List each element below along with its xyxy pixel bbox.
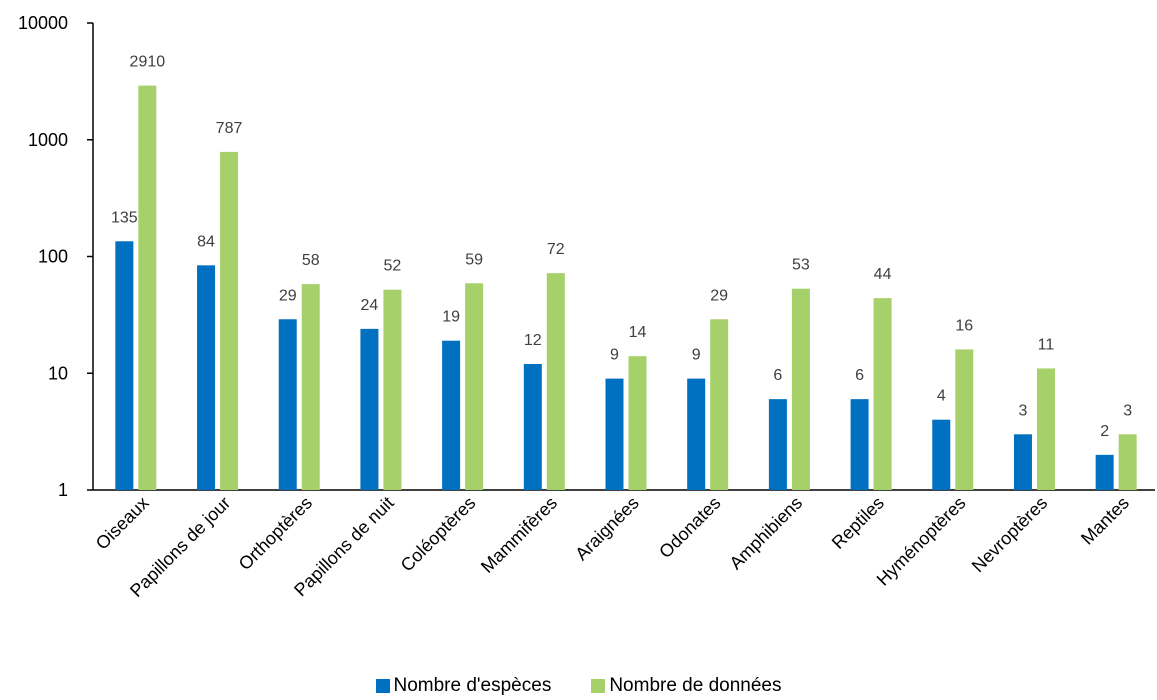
data-label: 52 xyxy=(384,258,402,275)
data-label: 24 xyxy=(361,297,379,314)
bar xyxy=(710,319,729,490)
bar xyxy=(278,319,297,490)
bar xyxy=(1013,434,1032,490)
legend-label-donnees: Nombre de données xyxy=(609,675,782,696)
y-tick-label: 10 xyxy=(48,363,68,383)
bar xyxy=(628,356,647,490)
data-label: 12 xyxy=(524,332,542,349)
x-tick-label: Mammifères xyxy=(477,493,561,577)
data-label: 72 xyxy=(547,241,565,258)
bar xyxy=(768,399,787,490)
data-label: 2 xyxy=(1100,423,1109,440)
data-label: 9 xyxy=(610,347,619,364)
bar xyxy=(850,399,869,490)
data-label: 58 xyxy=(302,252,320,269)
legend-item-especes: Nombre d'espèces xyxy=(375,675,552,697)
x-tick-label: Nevroptères xyxy=(968,493,1051,576)
legend: Nombre d'espèces Nombre de données xyxy=(0,672,1157,700)
legend-swatch-especes xyxy=(375,679,390,693)
bar xyxy=(115,241,134,490)
bar xyxy=(932,419,951,490)
bar xyxy=(138,85,157,491)
bar xyxy=(873,298,892,490)
x-tick-label: Reptiles xyxy=(828,493,888,553)
bar xyxy=(1118,434,1137,490)
legend-label-especes: Nombre d'espèces xyxy=(393,675,552,696)
bar xyxy=(1036,368,1055,490)
bar-chart: 1101001000100001352910Oiseaux84787Papill… xyxy=(18,13,1155,601)
bar xyxy=(523,364,542,490)
y-tick-label: 1 xyxy=(58,480,68,500)
x-tick-label: Coléoptères xyxy=(397,493,480,576)
legend-item-donnees: Nombre de données xyxy=(591,675,782,697)
bar xyxy=(301,284,320,490)
data-label: 9 xyxy=(692,347,701,364)
data-label: 2910 xyxy=(130,54,166,71)
data-label: 3 xyxy=(1123,402,1132,419)
x-tick-label: Araignées xyxy=(571,493,642,564)
data-label: 16 xyxy=(955,317,973,334)
data-label: 4 xyxy=(937,388,946,405)
data-label: 84 xyxy=(197,233,215,250)
bar xyxy=(687,378,706,490)
data-label: 14 xyxy=(629,324,647,341)
legend-swatch-donnees xyxy=(591,679,606,693)
data-label: 29 xyxy=(279,287,297,304)
data-label: 135 xyxy=(111,209,138,226)
data-label: 6 xyxy=(773,367,782,384)
data-label: 53 xyxy=(792,257,810,274)
bar xyxy=(1095,454,1114,490)
bar xyxy=(465,283,484,490)
x-tick-label: Mantes xyxy=(1077,493,1133,549)
data-label: 3 xyxy=(1019,402,1028,419)
data-label: 44 xyxy=(874,266,892,283)
bar xyxy=(383,289,402,490)
data-label: 6 xyxy=(855,367,864,384)
x-tick-label: Amphibiens xyxy=(726,493,807,574)
data-label: 59 xyxy=(465,251,483,268)
bar xyxy=(442,340,461,490)
bar xyxy=(791,288,810,490)
x-tick-label: Odonates xyxy=(655,493,724,562)
bar xyxy=(955,349,974,490)
data-label: 19 xyxy=(442,309,460,326)
bar xyxy=(605,378,624,490)
y-tick-label: 100 xyxy=(38,247,68,267)
bar xyxy=(360,328,379,490)
y-tick-label: 10000 xyxy=(18,13,68,33)
bar xyxy=(197,265,216,490)
x-tick-label: Oiseaux xyxy=(92,493,153,554)
bar xyxy=(220,151,239,490)
data-label: 11 xyxy=(1038,336,1055,353)
y-tick-label: 1000 xyxy=(28,130,68,150)
x-tick-label: Orthoptères xyxy=(235,493,316,574)
bar xyxy=(546,273,565,490)
data-label: 29 xyxy=(710,287,728,304)
data-label: 787 xyxy=(216,120,243,137)
